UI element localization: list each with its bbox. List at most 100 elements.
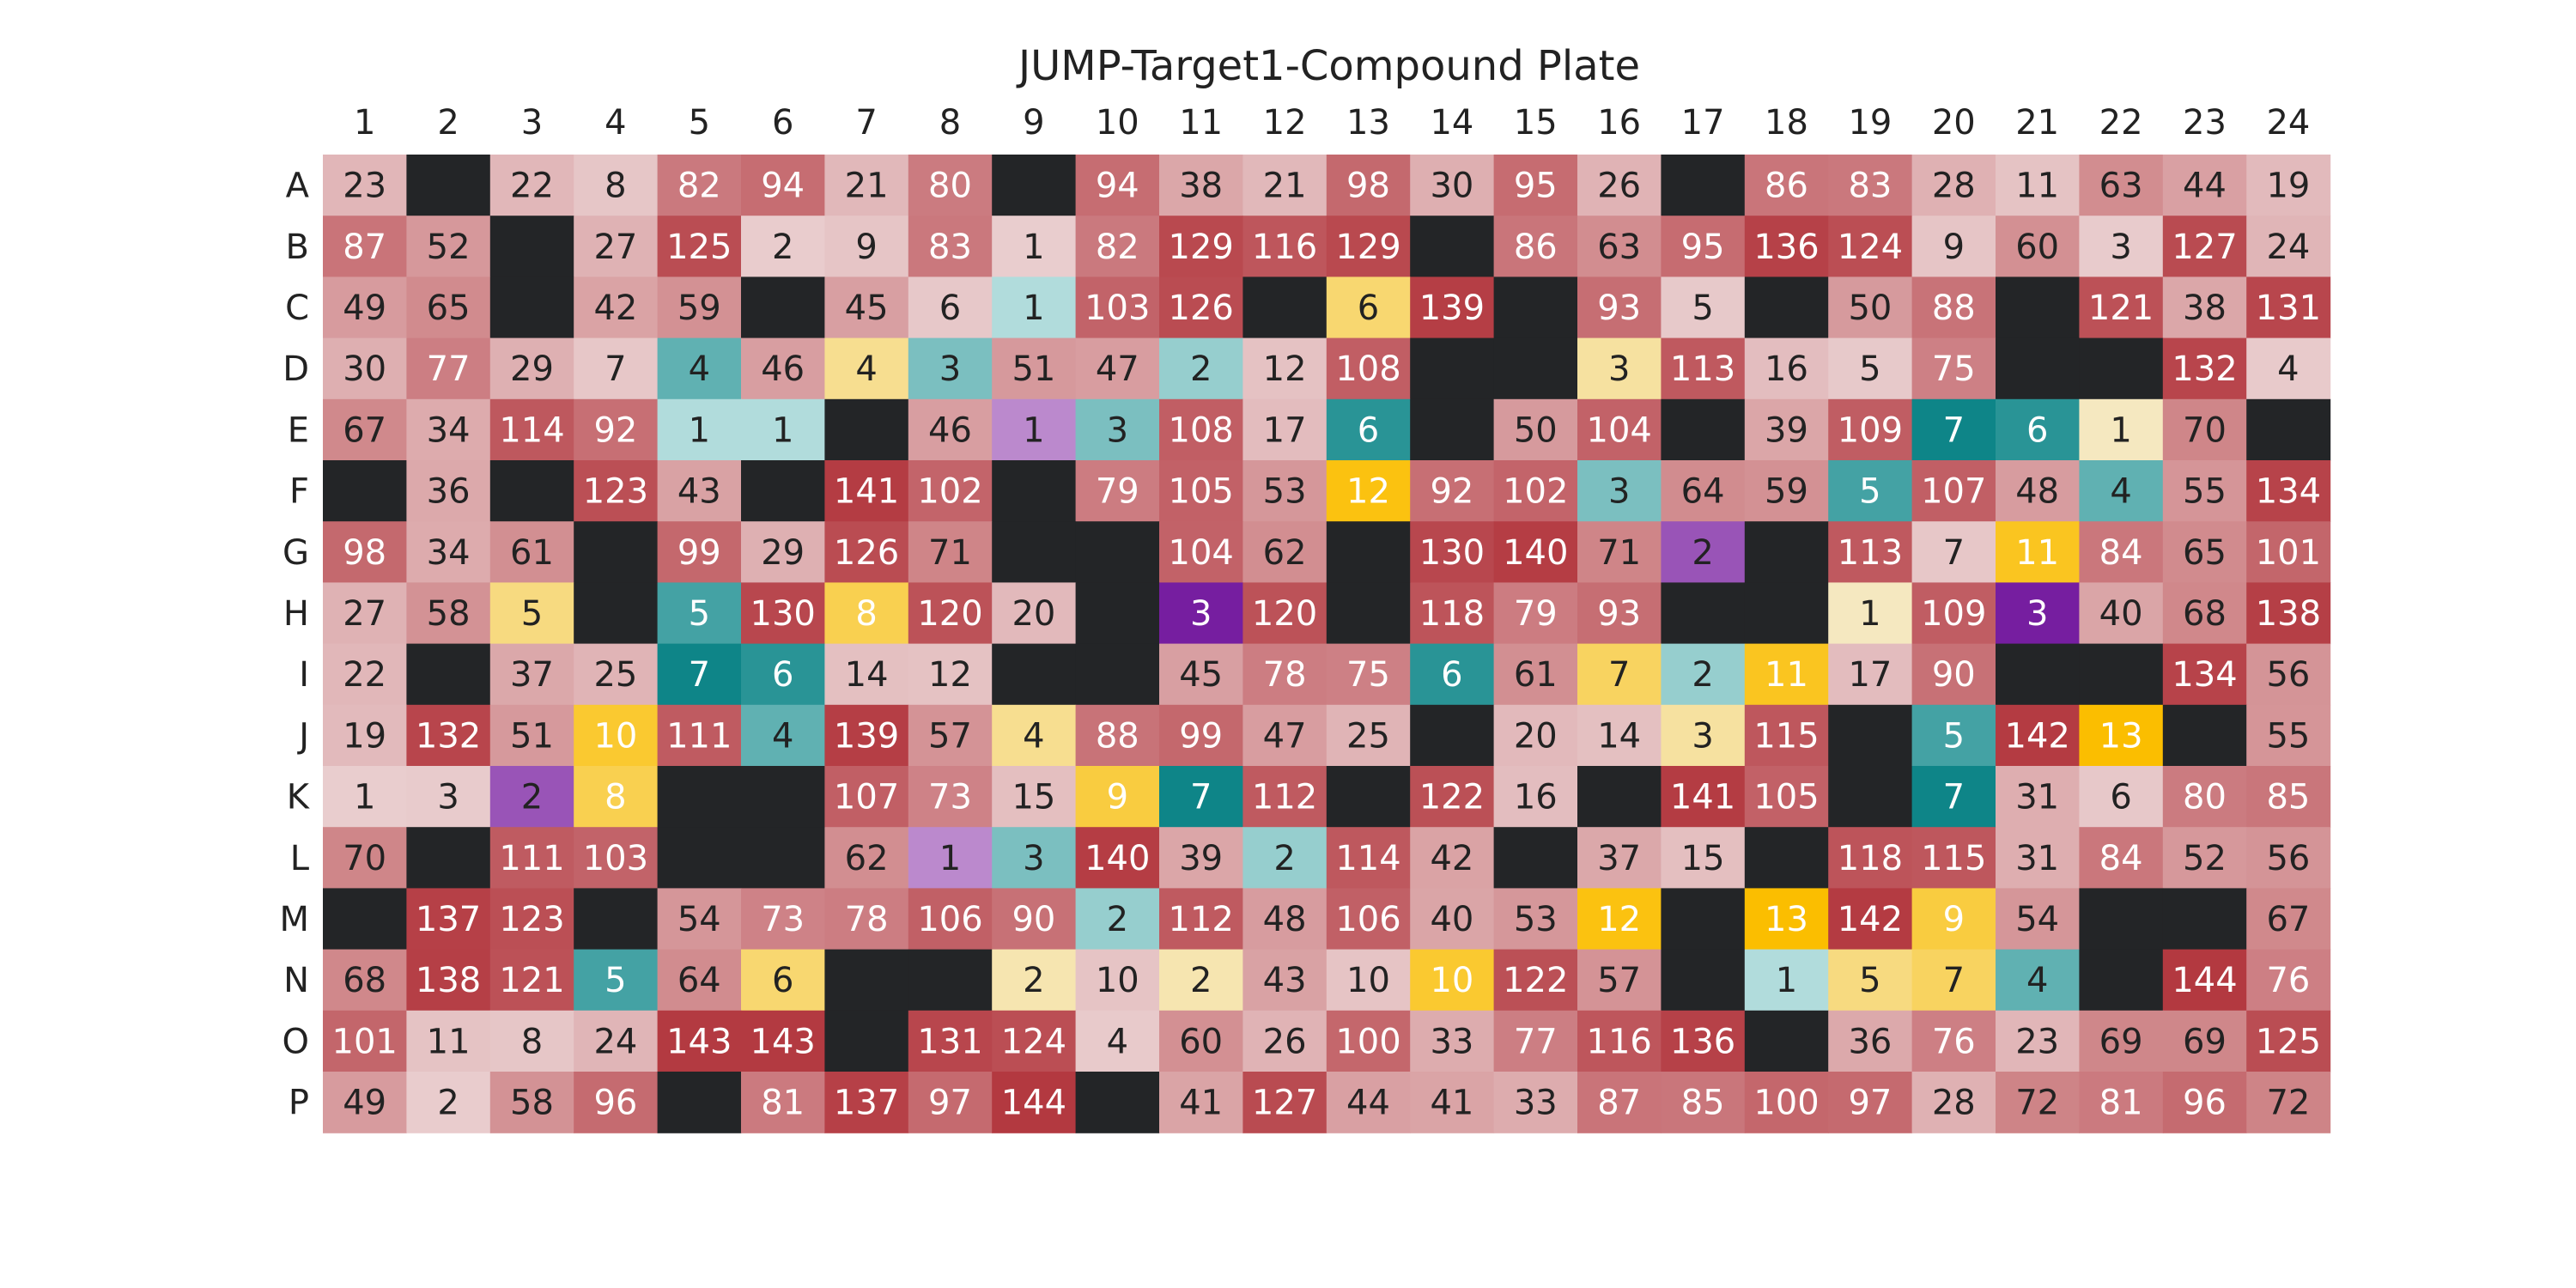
column-tick-label: 14	[1430, 103, 1473, 143]
heatmap-cell	[489, 216, 574, 277]
cell-value-label: 44	[1346, 1084, 1390, 1123]
heatmap-cell	[741, 888, 825, 951]
cell-value-label: 24	[2266, 228, 2310, 267]
cell-value-label: 6	[939, 289, 961, 328]
heatmap-cell	[1911, 704, 1996, 767]
cell-value-label: 81	[761, 1084, 805, 1123]
heatmap-cell	[1326, 766, 1411, 828]
heatmap-cell	[1828, 276, 1913, 339]
heatmap-cell	[1159, 643, 1243, 706]
cell-value-label: 3	[1608, 472, 1630, 512]
heatmap-cell	[489, 1010, 574, 1072]
cell-value-label: 75	[1932, 349, 1976, 389]
heatmap-cell	[1242, 1072, 1327, 1133]
heatmap-cell	[1661, 1072, 1746, 1133]
cell-value-label: 9	[1943, 228, 1965, 267]
heatmap-cell	[1159, 1010, 1243, 1072]
column-tick-label: 19	[1848, 103, 1892, 143]
cell-value-label: 23	[2015, 1022, 2059, 1061]
cell-value-label: 103	[1084, 289, 1150, 328]
heatmap-cell	[1242, 582, 1327, 645]
cell-value-label: 15	[1681, 839, 1725, 878]
cell-value-label: 4	[855, 349, 877, 389]
cell-value-label: 134	[2256, 472, 2321, 512]
cell-value-label: 84	[2099, 533, 2143, 573]
cell-value-label: 78	[845, 900, 889, 939]
cell-value-label: 20	[1012, 594, 1055, 634]
cell-value-label: 34	[427, 410, 471, 450]
cell-value-label: 94	[761, 167, 805, 206]
cell-value-label: 114	[499, 410, 564, 450]
heatmap-cell	[1661, 155, 1746, 216]
heatmap-cell	[1326, 949, 1411, 1012]
cell-value-label: 39	[1765, 410, 1808, 450]
heatmap-cell	[1159, 216, 1243, 277]
heatmap-cell	[1410, 827, 1495, 889]
cell-value-label: 65	[427, 289, 471, 328]
cell-value-label: 77	[1514, 1022, 1558, 1061]
cell-value-label: 87	[343, 228, 386, 267]
heatmap-cell	[2079, 155, 2164, 216]
heatmap-cell	[908, 704, 993, 767]
cell-value-label: 81	[2099, 1084, 2143, 1123]
heatmap-cell	[2246, 155, 2331, 216]
cell-value-label: 38	[2183, 289, 2227, 328]
heatmap-cell	[1911, 643, 1996, 706]
cell-value-label: 1	[1776, 961, 1797, 1000]
heatmap-cell	[1577, 276, 1662, 339]
cell-value-label: 62	[1263, 533, 1307, 573]
cell-value-label: 30	[343, 349, 386, 389]
cell-value-label: 131	[917, 1022, 982, 1061]
column-tick-label: 18	[1765, 103, 1808, 143]
cell-value-label: 75	[1346, 655, 1390, 695]
heatmap-cell	[908, 521, 993, 583]
cell-value-label: 120	[917, 594, 982, 634]
heatmap-cell	[1996, 766, 2080, 828]
cell-value-label: 17	[1848, 655, 1892, 695]
cell-value-label: 93	[1597, 289, 1641, 328]
cell-value-label: 121	[2088, 289, 2154, 328]
heatmap-cell	[1996, 888, 2080, 951]
cell-value-label: 61	[510, 533, 554, 573]
cell-value-label: 99	[1179, 716, 1223, 756]
heatmap-cell	[2162, 766, 2247, 828]
column-tick-label: 9	[1023, 103, 1044, 143]
cell-value-label: 141	[1670, 778, 1735, 817]
heatmap-cell	[323, 1010, 407, 1072]
cell-value-label: 139	[1419, 289, 1485, 328]
cell-value-label: 7	[1943, 961, 1965, 1000]
heatmap-cell	[1410, 460, 1495, 522]
heatmap-cell	[2246, 827, 2331, 889]
heatmap-cell	[1493, 582, 1578, 645]
cell-value-label: 127	[1252, 1084, 1317, 1123]
cell-value-label: 115	[1921, 839, 1986, 878]
heatmap-cell	[741, 949, 825, 1012]
heatmap-cell	[2162, 704, 2247, 767]
heatmap-cell	[1075, 276, 1160, 339]
cell-value-label: 12	[1346, 472, 1390, 512]
cell-value-label: 4	[772, 716, 793, 756]
heatmap-cell	[2079, 276, 2164, 339]
heatmap-cell	[1577, 766, 1662, 828]
heatmap-cell	[1326, 582, 1411, 645]
heatmap-cell	[1828, 398, 1913, 461]
cell-value-label: 3	[1023, 839, 1044, 878]
cell-value-label: 69	[2099, 1022, 2143, 1061]
heatmap-cell	[1828, 337, 1913, 400]
row-tick-label: F	[289, 472, 309, 512]
heatmap-cell	[1996, 398, 2080, 461]
cell-value-label: 2	[1190, 349, 1212, 389]
cell-value-label: 113	[1670, 349, 1735, 389]
heatmap-cell	[1410, 643, 1495, 706]
heatmap-cell	[992, 827, 1077, 889]
column-tick-label: 23	[2183, 103, 2227, 143]
heatmap-cell	[489, 704, 574, 767]
row-tick-label: M	[279, 900, 309, 939]
cell-value-label: 7	[1190, 778, 1212, 817]
cell-value-label: 2	[521, 778, 543, 817]
cell-value-label: 34	[427, 533, 471, 573]
cell-value-label: 5	[689, 594, 710, 634]
heatmap-cell	[1577, 888, 1662, 951]
cell-value-label: 9	[1107, 778, 1128, 817]
heatmap-cell	[1493, 949, 1578, 1012]
